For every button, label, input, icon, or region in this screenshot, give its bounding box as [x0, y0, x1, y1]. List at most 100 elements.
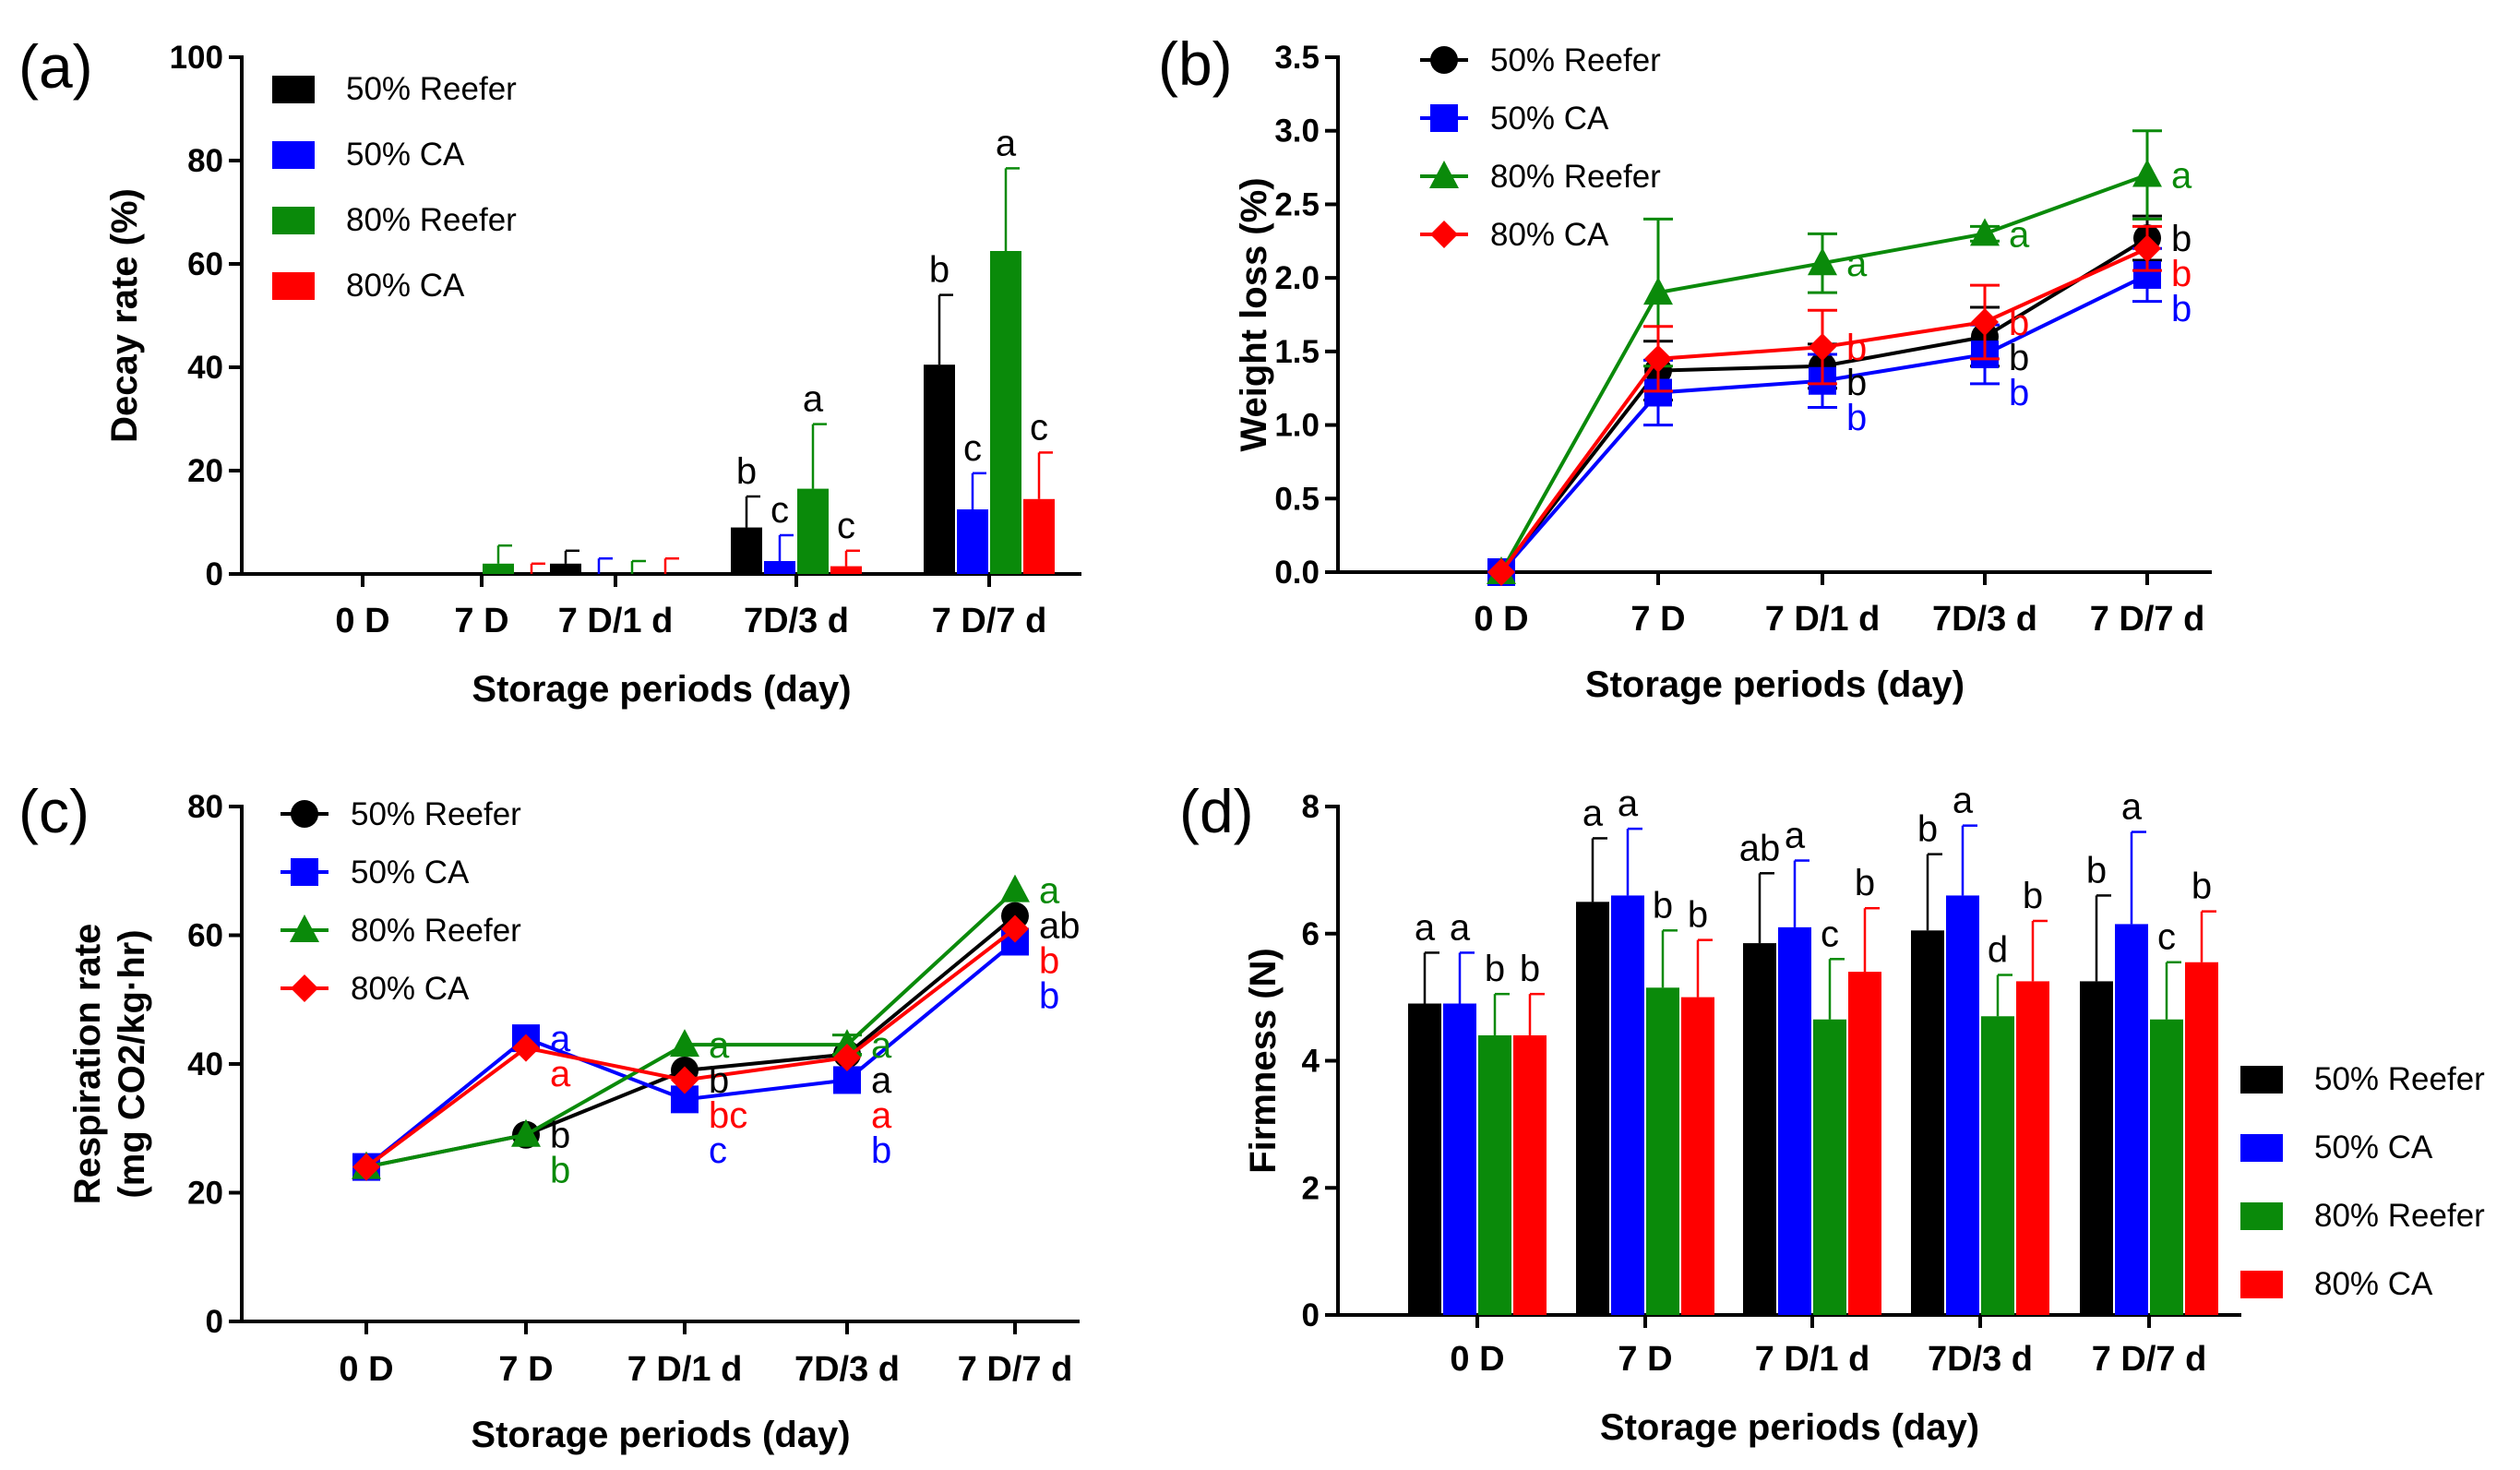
legend-label: 50% Reefer	[2314, 1061, 2485, 1097]
bar	[2115, 924, 2148, 1315]
x-axis-title: Storage periods (day)	[1600, 1407, 1979, 1448]
significance-letter: b	[2009, 303, 2029, 343]
y-tick-label: 80	[187, 143, 223, 179]
significance-letter: c	[2157, 917, 2176, 958]
legend-swatch	[272, 76, 315, 103]
x-tick-label: 7 D	[1630, 600, 1685, 639]
data-point	[1001, 914, 1029, 943]
legend: 50% Reefer 50% CA 80% Reefer 80% CA	[272, 71, 517, 304]
bar	[1408, 1003, 1441, 1315]
y-axis-title: Firmness (N)	[1243, 948, 1284, 1174]
significance-letter: b	[1855, 863, 1875, 903]
significance-letter: b	[1653, 885, 1673, 926]
significance-letter: b	[1688, 895, 1708, 936]
significance-letter: c	[770, 490, 789, 531]
significance-letter: a	[1785, 816, 1806, 856]
legend-label: 50% CA	[1490, 101, 1609, 137]
data-point	[1643, 277, 1673, 305]
data-point	[1644, 344, 1672, 373]
significance-letter: a	[1039, 871, 1060, 912]
legend: 50% Reefer 50% CA 80% Reefer 80% CA	[281, 796, 521, 1007]
significance-letter: b	[550, 1116, 570, 1156]
significance-letter: a	[1450, 907, 1471, 948]
data-point	[1487, 558, 1515, 586]
significance-letter: c	[837, 506, 855, 546]
x-tick-label: 7 D/7 d	[2090, 600, 2205, 639]
significance-letter: b	[1039, 941, 1059, 982]
legend-label: 80% Reefer	[2314, 1198, 2485, 1234]
significance-letter: bc	[709, 1095, 747, 1136]
y-tick-label: 0	[206, 1304, 223, 1340]
significance-letter: c	[1030, 407, 1048, 448]
x-tick-label: 7D/3 d	[794, 1350, 900, 1389]
significance-letter: b	[2086, 850, 2107, 890]
y-tick-label: 60	[187, 918, 223, 954]
significance-letter: b	[1485, 949, 1505, 989]
x-axis-title: Storage periods (day)	[472, 669, 851, 710]
x-tick-label: 7 D/1 d	[1765, 600, 1881, 639]
significance-letter: b	[1520, 949, 1540, 989]
panel-a-bar-chart: (a) 0 20 40 60 80 100 0 D 7 D 7 D/1 d 7D/3 d 7 D/7 …	[18, 32, 1081, 710]
data-point	[352, 1153, 380, 1181]
y-tick-label: 60	[187, 246, 223, 282]
bar	[957, 509, 988, 574]
significance-letter: b	[1917, 809, 1938, 850]
y-axis-title: Decay rate (%)	[104, 188, 145, 443]
bar	[1611, 895, 1644, 1315]
panel-label: (d)	[1179, 777, 1254, 845]
y-tick-label: 20	[187, 1176, 223, 1212]
x-tick-label: 0 D	[1474, 600, 1528, 639]
significance-letter: a	[709, 1025, 730, 1066]
x-tick-label: 0 D	[335, 602, 389, 640]
significance-letter: b	[1846, 328, 1867, 368]
legend-label: 50% Reefer	[351, 796, 521, 832]
bar	[1946, 895, 1979, 1315]
bar	[1743, 943, 1776, 1315]
y-tick-label: 100	[170, 40, 223, 76]
significance-letter: b	[2009, 338, 2029, 378]
legend-label: 80% Reefer	[351, 913, 521, 949]
y-tick-label: 1.5	[1274, 334, 1320, 370]
data-point	[670, 1029, 699, 1058]
legend-marker	[1429, 161, 1459, 188]
panel-label: (c)	[18, 777, 90, 845]
bar	[1576, 902, 1609, 1315]
y-tick-label: 2.0	[1274, 260, 1320, 296]
legend-swatch	[272, 272, 315, 300]
significance-letter: b	[550, 1151, 570, 1191]
significance-letter: a	[550, 1019, 571, 1059]
significance-letter: a	[871, 1060, 892, 1101]
series-line	[1499, 273, 2148, 574]
legend-label: 80% CA	[1490, 217, 1609, 253]
y-axis-title-line2: (mg CO2/kg·hr)	[112, 929, 152, 1198]
y-tick-label: 20	[187, 453, 223, 489]
bar	[990, 251, 1021, 574]
data-point	[2132, 159, 2162, 187]
data-point	[1971, 307, 1999, 336]
x-tick-label: 7 D/1 d	[627, 1350, 743, 1389]
data-point	[1970, 218, 2000, 246]
x-tick-label: 7D/3 d	[1932, 600, 2037, 639]
significance-letter: c	[709, 1130, 727, 1171]
bar	[1646, 987, 1679, 1315]
significance-letter: a	[1846, 244, 1868, 284]
x-tick-label: 7 D/7 d	[932, 602, 1047, 640]
significance-letter: a	[1618, 783, 1639, 824]
panel-b-line-chart: (b) 0.0 0.5 1.0 1.5 2.0 2.5 3.0 3.5 0 D 7 D 7 D/1 d…	[1158, 30, 2212, 705]
significance-letter: b	[709, 1060, 729, 1101]
panel-d-bar-chart: (d) 0 2 4 6 8 0 D 7 D 7 D/1 d 7D/3 d 7 D/7 d Storag…	[1179, 777, 2485, 1448]
significance-letter: b	[1846, 398, 1867, 438]
panel-label: (a)	[18, 32, 93, 101]
x-tick-label: 7 D/7 d	[2092, 1340, 2207, 1379]
x-tick-label: 7 D/1 d	[1755, 1340, 1870, 1379]
x-axis-title: Storage periods (day)	[471, 1415, 850, 1455]
significance-letter: a	[871, 1095, 892, 1136]
significance-letter: b	[2171, 219, 2192, 259]
significance-letter: a	[1582, 793, 1604, 833]
x-tick-label: 7 D	[1618, 1340, 1672, 1379]
legend-marker	[290, 914, 319, 942]
x-tick-label: 7D/3 d	[1928, 1340, 2033, 1379]
legend-label: 80% Reefer	[346, 202, 517, 238]
legend: 50% Reefer 50% CA 80% Reefer 80% CA	[1420, 42, 1661, 253]
legend-label: 80% CA	[2314, 1266, 2433, 1302]
